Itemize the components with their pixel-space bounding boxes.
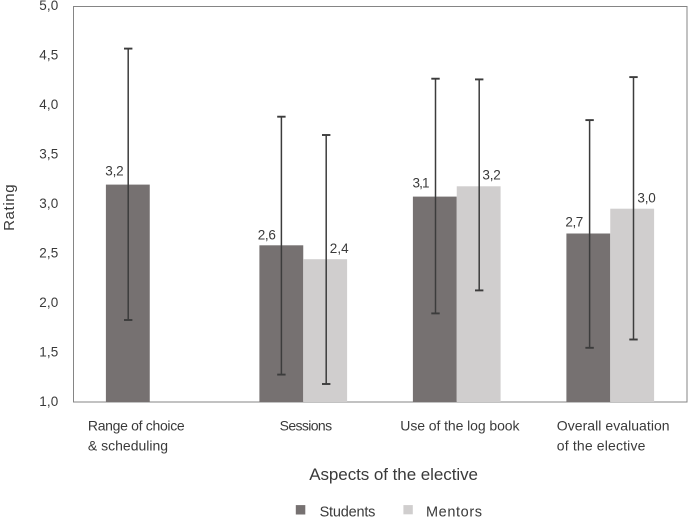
svg-text:Aspects of the elective: Aspects of the elective [309,465,478,484]
svg-text:2,5: 2,5 [39,246,58,261]
svg-text:& scheduling: & scheduling [88,438,168,454]
svg-text:1,5: 1,5 [39,345,58,360]
svg-text:3,0: 3,0 [637,191,655,206]
svg-text:Mentors: Mentors [426,504,482,517]
svg-text:5,0: 5,0 [39,0,58,13]
svg-text:2,0: 2,0 [39,295,58,310]
svg-text:2,4: 2,4 [330,241,349,256]
svg-text:3,1: 3,1 [413,176,430,191]
svg-text:4,0: 4,0 [39,97,58,112]
svg-text:3,5: 3,5 [39,147,58,162]
svg-text:Rating: Rating [1,184,18,231]
svg-text:Overall evaluation: Overall evaluation [557,418,670,434]
svg-text:of the elective: of the elective [557,438,646,454]
svg-text:Sessions: Sessions [280,418,333,434]
svg-text:3,2: 3,2 [482,167,500,182]
svg-text:2,7: 2,7 [565,215,583,230]
svg-text:Students: Students [320,505,376,517]
svg-text:Use of the log book: Use of the log book [400,418,520,434]
svg-text:4,5: 4,5 [39,48,58,63]
svg-text:1,0: 1,0 [39,394,58,409]
svg-text:3,2: 3,2 [105,164,123,179]
svg-text:2,6: 2,6 [258,228,276,243]
svg-text:3,0: 3,0 [39,196,58,211]
svg-text:Range of choice: Range of choice [88,418,185,434]
